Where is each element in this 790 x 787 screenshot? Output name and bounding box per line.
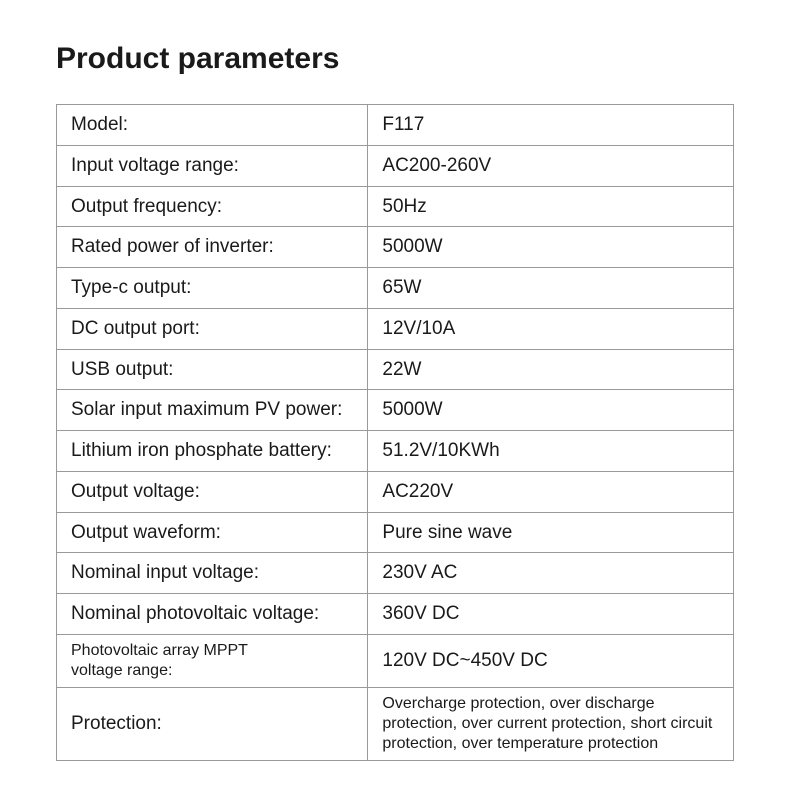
param-value: 22W — [368, 349, 734, 390]
param-label: Output frequency: — [57, 186, 368, 227]
param-value: F117 — [368, 105, 734, 146]
param-value: 360V DC — [368, 594, 734, 635]
param-label: Rated power of inverter: — [57, 227, 368, 268]
table-row: Nominal photovoltaic voltage:360V DC — [57, 594, 734, 635]
param-label: USB output: — [57, 349, 368, 390]
table-row: Lithium iron phosphate battery:51.2V/10K… — [57, 431, 734, 472]
param-label: Type-c output: — [57, 268, 368, 309]
table-row: Input voltage range:AC200-260V — [57, 145, 734, 186]
param-value: 12V/10A — [368, 308, 734, 349]
param-value: 120V DC~450V DC — [368, 634, 734, 687]
param-value: 50Hz — [368, 186, 734, 227]
param-value: 5000W — [368, 227, 734, 268]
table-row: USB output:22W — [57, 349, 734, 390]
param-value: 230V AC — [368, 553, 734, 594]
param-label: Output voltage: — [57, 471, 368, 512]
param-value: Overcharge protection, over discharge pr… — [368, 687, 734, 760]
param-label: Nominal input voltage: — [57, 553, 368, 594]
param-value: 51.2V/10KWh — [368, 431, 734, 472]
param-label: Output waveform: — [57, 512, 368, 553]
table-row: Rated power of inverter:5000W — [57, 227, 734, 268]
param-label: Input voltage range: — [57, 145, 368, 186]
table-row: Type-c output:65W — [57, 268, 734, 309]
param-label: Lithium iron phosphate battery: — [57, 431, 368, 472]
param-label: Nominal photovoltaic voltage: — [57, 594, 368, 635]
table-row: Photovoltaic array MPPTvoltage range:120… — [57, 634, 734, 687]
param-label: DC output port: — [57, 308, 368, 349]
param-value: Pure sine wave — [368, 512, 734, 553]
param-label: Photovoltaic array MPPTvoltage range: — [57, 634, 368, 687]
table-row: Output voltage:AC220V — [57, 471, 734, 512]
param-label: Model: — [57, 105, 368, 146]
table-row: Solar input maximum PV power:5000W — [57, 390, 734, 431]
table-row: Nominal input voltage:230V AC — [57, 553, 734, 594]
param-value: AC200-260V — [368, 145, 734, 186]
param-value: AC220V — [368, 471, 734, 512]
page-title: Product parameters — [56, 42, 734, 76]
table-row: Output waveform:Pure sine wave — [57, 512, 734, 553]
table-row: Model:F117 — [57, 105, 734, 146]
parameters-table: Model:F117Input voltage range:AC200-260V… — [56, 104, 734, 761]
param-label: Protection: — [57, 687, 368, 760]
table-row: DC output port:12V/10A — [57, 308, 734, 349]
param-label: Solar input maximum PV power: — [57, 390, 368, 431]
param-value: 65W — [368, 268, 734, 309]
param-value: 5000W — [368, 390, 734, 431]
table-row: Protection:Overcharge protection, over d… — [57, 687, 734, 760]
table-row: Output frequency:50Hz — [57, 186, 734, 227]
